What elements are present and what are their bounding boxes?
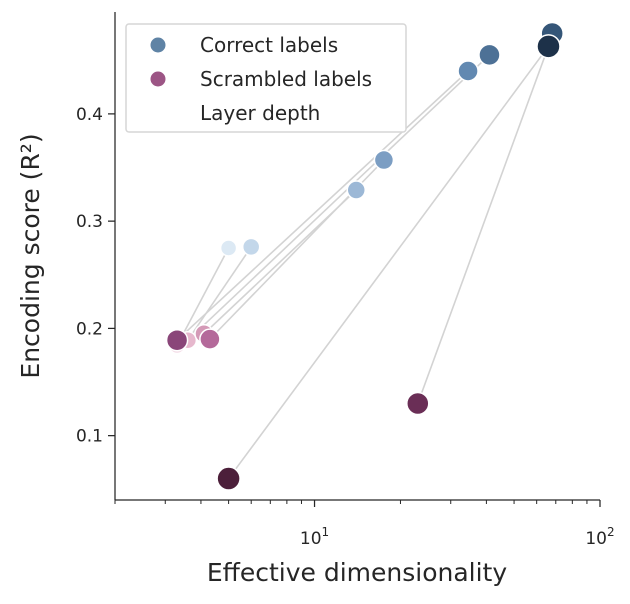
y-tick-label: 0.3 <box>76 212 103 232</box>
x-tick-label: 102 <box>585 525 614 549</box>
correct-labels-point <box>373 149 395 171</box>
legend-label-correct-labels: Correct labels <box>200 33 338 57</box>
data-points <box>165 21 564 491</box>
y-ticks: 0.1 0.2 0.3 0.4 <box>76 105 115 447</box>
correct-labels-point <box>536 34 561 59</box>
y-axis-title: Encoding score (R²) <box>16 133 45 378</box>
x-tick-label: 101 <box>300 525 329 549</box>
correct-labels-point <box>241 237 261 257</box>
x-ticks: 101 102 <box>114 500 615 549</box>
connection-line <box>176 70 469 341</box>
y-tick-label: 0.4 <box>76 105 103 125</box>
legend-marker-correct-labels <box>149 36 167 54</box>
legend-marker-scrambled-labels <box>149 70 167 88</box>
legend-box <box>125 23 407 133</box>
connection-line <box>187 246 252 341</box>
scrambled-labels-point <box>165 328 189 352</box>
legend-entries: Correct labels Scrambled labels Layer dept… <box>149 33 372 125</box>
connection-line <box>176 247 230 346</box>
legend-label-layer-depth: Layer depth <box>200 101 320 125</box>
connection-line <box>417 46 550 404</box>
scrambled-labels-point <box>216 466 241 491</box>
x-axis-title: Effective dimensionality <box>207 558 508 587</box>
connection-line <box>227 45 550 480</box>
legend-label-scrambled-labels: Scrambled labels <box>200 67 372 91</box>
scrambled-labels-point <box>199 328 221 350</box>
scrambled-labels-point <box>406 391 430 416</box>
axes <box>114 12 600 501</box>
correct-labels-point <box>457 60 479 82</box>
correct-labels-point <box>346 180 366 200</box>
correct-labels-point <box>219 239 238 257</box>
legend: Correct labels Scrambled labels Layer dept… <box>125 23 407 133</box>
y-tick-label: 0.1 <box>76 427 103 447</box>
correct-labels-point <box>478 43 501 67</box>
connection-line <box>187 54 491 341</box>
y-tick-label: 0.2 <box>76 319 103 339</box>
